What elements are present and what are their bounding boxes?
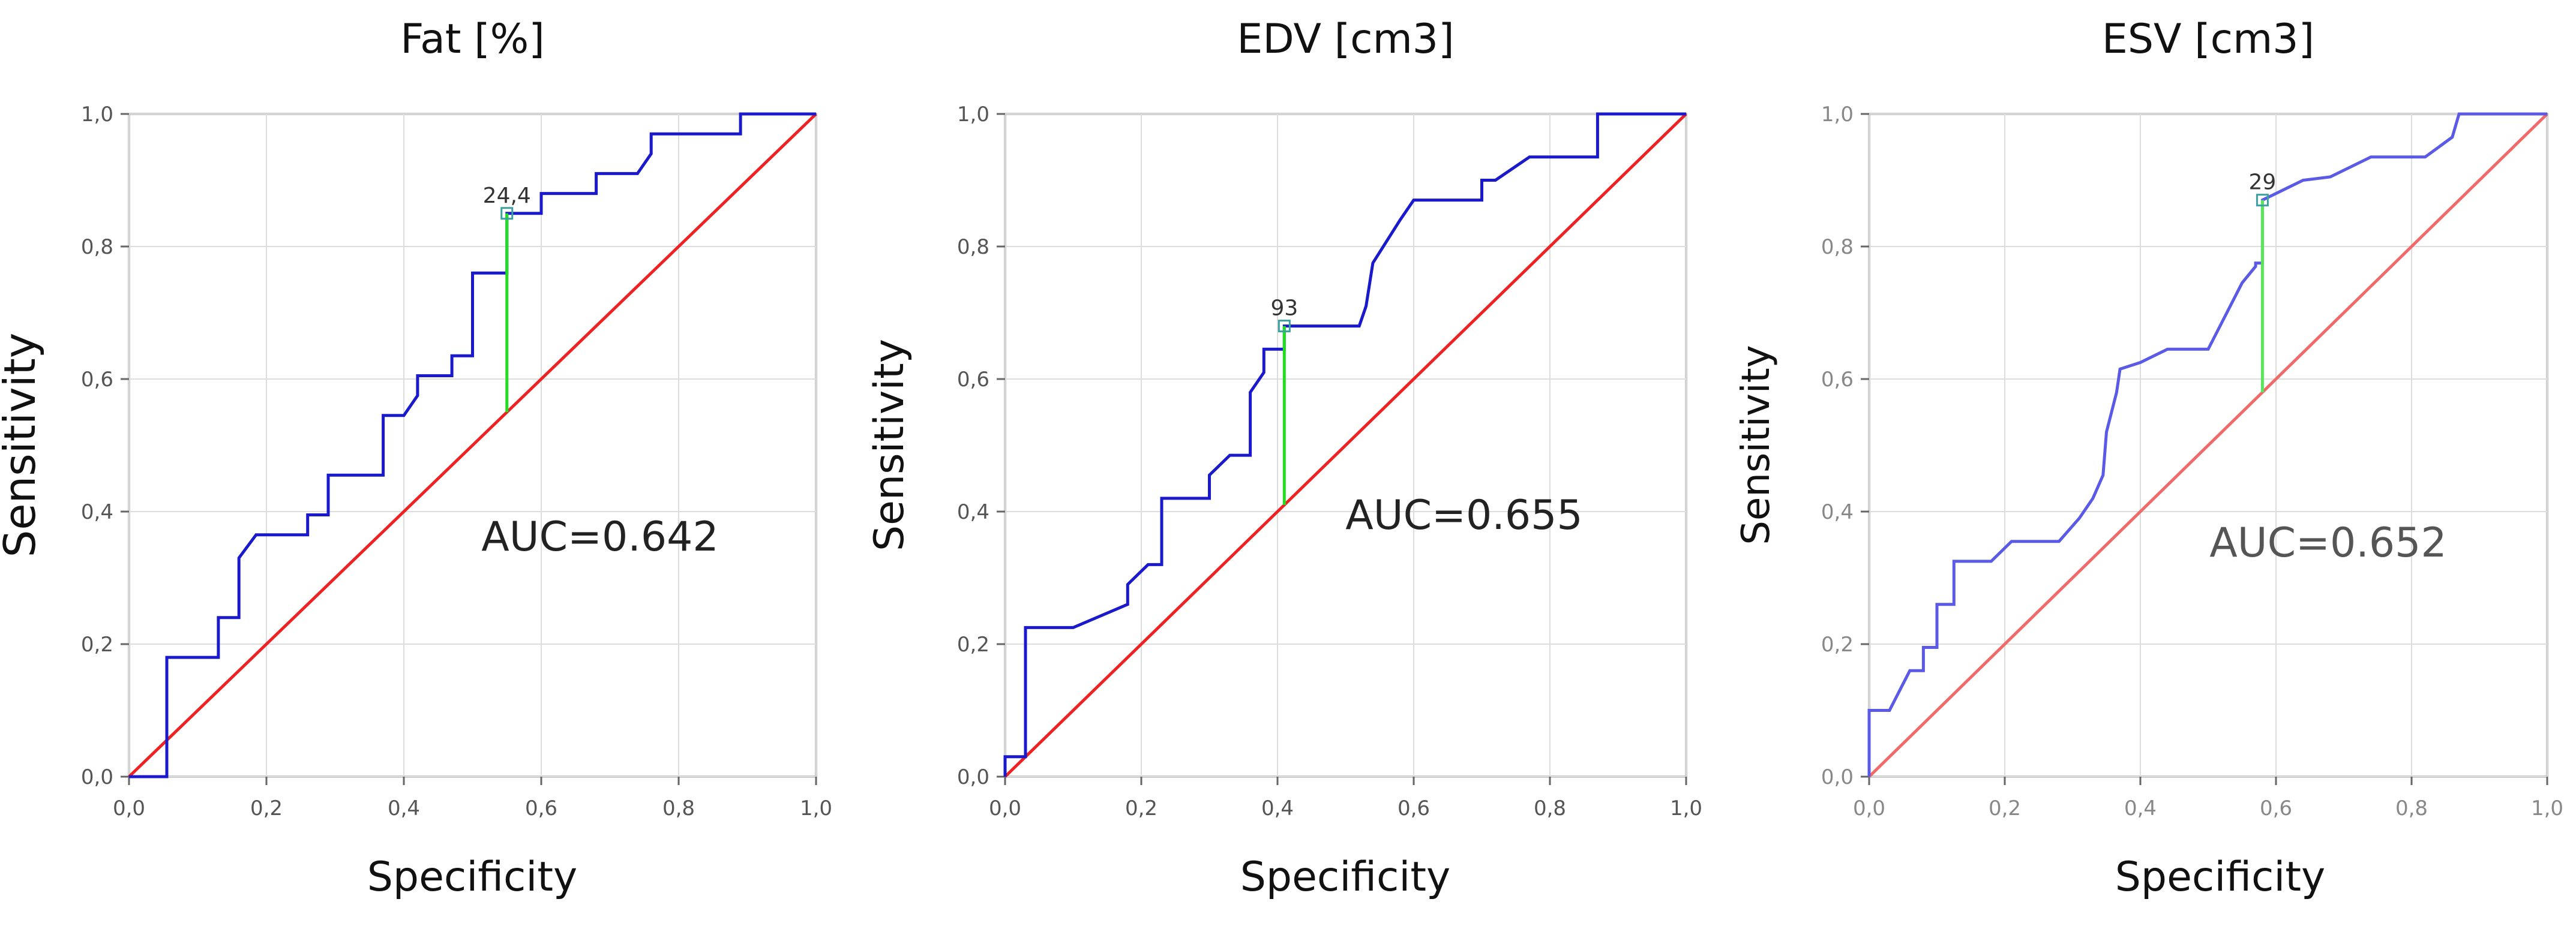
y-tick-label: 0,0 (81, 765, 113, 789)
y-tick-label: 0,8 (957, 235, 989, 259)
x-axis-label: Specificity (1240, 853, 1450, 901)
x-tick-label: 0,4 (1261, 796, 1294, 820)
y-tick-label: 0,6 (1821, 368, 1854, 392)
roc-curve (129, 112, 816, 778)
roc-curve (1003, 112, 1686, 777)
x-tick-label: 0,2 (1125, 796, 1157, 820)
x-tick-label: 1,0 (800, 796, 832, 820)
y-tick-label: 0,4 (1821, 500, 1854, 524)
y-tick-label: 0,2 (81, 633, 113, 657)
reference-line (1004, 113, 1687, 778)
auc-annotation: AUC=0.652 (2209, 519, 2446, 567)
y-tick-label: 0,8 (1821, 235, 1854, 259)
x-tick-label: 0,2 (250, 796, 283, 820)
x-tick-label: 0,0 (113, 796, 145, 820)
x-axis-label: Specificity (367, 853, 577, 901)
reference-line (128, 113, 817, 778)
x-tick-label: 0,6 (2260, 796, 2292, 820)
x-tick-label: 0,8 (662, 796, 695, 820)
x-tick-label: 0,4 (2124, 796, 2157, 820)
y-tick-label: 0,2 (957, 633, 989, 657)
y-axis-label: Sensitivity (866, 339, 913, 551)
roc-curve (1867, 112, 2547, 777)
y-axis-label: Sensitivity (1734, 345, 1779, 545)
y-tick-label: 0,4 (81, 500, 113, 524)
x-axis-label: Specificity (2115, 853, 2325, 901)
y-tick-label: 0,0 (957, 765, 989, 789)
y-tick-label: 0,2 (1821, 633, 1854, 657)
x-tick-label: 0,6 (1398, 796, 1430, 820)
y-tick-label: 1,0 (1821, 103, 1854, 127)
cutoff-label: 24,4 (483, 184, 531, 208)
x-tick-label: 0,0 (989, 796, 1021, 820)
x-tick-label: 0,0 (1853, 796, 1885, 820)
y-axis-label: Sensitivity (0, 333, 45, 558)
chart-title: ESV [cm3] (2102, 16, 2314, 63)
cutoff-marker (2256, 194, 2269, 207)
x-tick-label: 0,4 (388, 796, 420, 820)
x-tick-label: 1,0 (1670, 796, 1702, 820)
x-tick-label: 0,6 (525, 796, 557, 820)
y-tick-label: 0,6 (81, 368, 113, 392)
y-tick-label: 1,0 (81, 103, 113, 127)
roc-panel-2: 0,00,0 0,2 0,2 0,4 0,4 0,6 0,6 0,8 0,8 1,0 1,0 93 ED… (866, 16, 1702, 901)
auc-annotation: AUC=0.642 (481, 513, 718, 561)
y-tick-label: 1,0 (957, 103, 989, 127)
reference-line (1868, 113, 2548, 778)
x-tick-label: 0,8 (1534, 796, 1566, 820)
cutoff-marker (1277, 320, 1291, 333)
auc-annotation: AUC=0.655 (1345, 492, 1582, 539)
chart-title: Fat [%] (400, 16, 545, 63)
x-tick-label: 0,8 (2395, 796, 2428, 820)
x-tick-label: 1,0 (2531, 796, 2563, 820)
cutoff-marker (500, 207, 514, 220)
x-tick-label: 0,2 (1989, 796, 2021, 820)
y-tick-label: 0,0 (1821, 765, 1854, 789)
roc-panel-3: 0,0 0,0 0,2 0,2 0,4 0,4 0,6 0,6 0,8 0,8 1,0 1,0 29 ES… (1734, 16, 2563, 901)
y-tick-label: 0,4 (957, 500, 989, 524)
cutoff-label: 93 (1270, 296, 1298, 321)
y-tick-label: 0,8 (81, 235, 113, 259)
roc-panel-1: 0,00,0 0,2 0,2 0,4 0,4 0,6 0,6 0,8 0,8 1,0 1,0 24,4… (0, 16, 832, 901)
cutoff-label: 29 (2248, 170, 2276, 195)
chart-title: EDV [cm3] (1237, 16, 1454, 63)
y-tick-label: 0,6 (957, 368, 989, 392)
